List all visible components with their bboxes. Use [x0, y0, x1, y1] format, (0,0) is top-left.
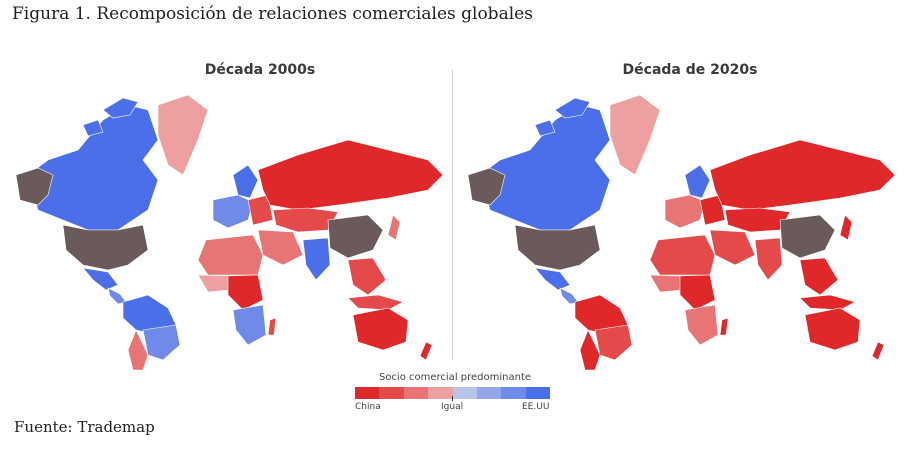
region-central-africa — [227, 274, 264, 311]
region-west-africa — [649, 274, 683, 293]
region-madagascar — [267, 317, 277, 336]
region-central-africa — [679, 274, 716, 311]
legend-swatch-4 — [452, 387, 477, 399]
map-title-2000s: Década 2000s — [204, 62, 316, 78]
region-south-america-south — [579, 329, 601, 370]
region-middle-east — [709, 229, 756, 266]
region-japan — [839, 214, 853, 241]
region-indonesia — [347, 294, 404, 311]
world-map-2000s — [15, 94, 444, 370]
legend-swatch-2 — [403, 387, 429, 399]
region-eastern-europe — [247, 194, 274, 226]
source-note: Fuente: Trademap — [14, 418, 155, 436]
world-map-2020s — [467, 94, 896, 370]
region-russia — [709, 139, 896, 211]
region-north-africa — [649, 234, 716, 276]
region-central-asia — [272, 207, 339, 233]
region-australia — [804, 307, 861, 351]
region-scandinavia — [684, 164, 711, 199]
region-western-europe — [212, 194, 254, 229]
region-madagascar — [719, 317, 729, 336]
region-greenland — [609, 94, 661, 176]
region-australia — [352, 307, 409, 351]
region-south-america-south — [127, 329, 149, 370]
legend-swatch-0 — [355, 387, 380, 399]
region-canada — [27, 104, 159, 231]
region-china — [327, 214, 384, 259]
region-scandinavia — [232, 164, 259, 199]
map-divider — [452, 70, 453, 360]
region-brazil — [142, 324, 181, 361]
region-southern-africa — [684, 304, 719, 346]
region-russia — [257, 139, 444, 211]
region-central-america — [107, 287, 127, 305]
region-alaska — [467, 167, 506, 206]
region-japan — [387, 214, 401, 241]
region-central-asia — [724, 207, 791, 233]
region-arctic-islands — [82, 97, 139, 137]
region-southern-africa — [232, 304, 267, 346]
legend-swatch-6 — [501, 387, 526, 399]
region-indonesia — [799, 294, 856, 311]
legend-swatch-5 — [476, 387, 502, 399]
legend-title: Socio comercial predominante — [378, 372, 532, 383]
region-southeast-asia — [347, 257, 387, 296]
region-mexico — [82, 267, 119, 291]
map-title-2020s: Década de 2020s — [622, 62, 758, 78]
region-india — [754, 237, 783, 281]
region-china — [779, 214, 836, 259]
legend-swatch-7 — [525, 387, 550, 399]
legend-label-china: China — [355, 402, 381, 412]
legend-swatch-1 — [379, 387, 404, 399]
region-brazil — [594, 324, 633, 361]
figure-title: Figura 1. Recomposición de relaciones co… — [12, 4, 533, 24]
region-new-zealand — [871, 341, 885, 361]
region-north-africa — [197, 234, 264, 276]
region-alaska — [15, 167, 54, 206]
legend-label-igual: Igual — [441, 402, 464, 412]
legend-color-scale — [355, 387, 550, 399]
legend-swatch-3 — [428, 387, 453, 399]
region-west-africa — [197, 274, 231, 293]
region-canada — [479, 104, 611, 231]
region-greenland — [157, 94, 209, 176]
legend-label-eeuu: EE.UU — [522, 402, 550, 412]
region-eastern-europe — [699, 194, 726, 226]
region-india — [302, 237, 331, 281]
region-new-zealand — [419, 341, 433, 361]
region-middle-east — [257, 229, 304, 266]
legend-mid-tick — [452, 396, 453, 401]
region-mexico — [534, 267, 571, 291]
region-usa — [62, 224, 149, 271]
region-central-america — [559, 287, 579, 305]
region-usa — [514, 224, 601, 271]
region-western-europe — [664, 194, 706, 229]
region-arctic-islands — [534, 97, 591, 137]
region-southeast-asia — [799, 257, 839, 296]
